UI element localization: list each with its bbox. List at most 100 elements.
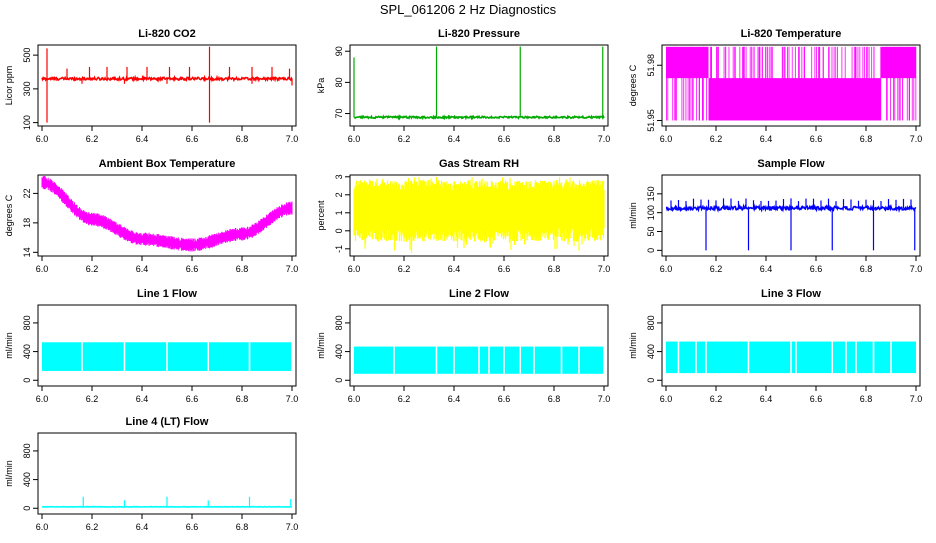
series-sample xyxy=(666,198,916,250)
x-tick-label: 6.8 xyxy=(548,134,561,144)
y-tick-label: 80 xyxy=(334,77,344,87)
x-tick-label: 6.6 xyxy=(186,264,199,274)
chart-title: Sample Flow xyxy=(757,158,825,170)
x-tick-label: 6.2 xyxy=(398,394,411,404)
series-licor_temp xyxy=(666,47,916,121)
x-tick-label: 6.0 xyxy=(348,134,361,144)
y-tick-label: 100 xyxy=(646,205,656,220)
y-axis-label: ml/min xyxy=(628,332,638,359)
x-tick-label: 6.4 xyxy=(136,134,149,144)
chart-title: Gas Stream RH xyxy=(439,158,519,170)
x-tick-label: 6.8 xyxy=(236,522,249,532)
x-tick-label: 6.4 xyxy=(760,134,773,144)
x-tick-label: 6.6 xyxy=(498,264,511,274)
x-tick-label: 6.2 xyxy=(86,394,99,404)
y-axis-label: kPa xyxy=(316,78,326,94)
chart-title: Line 3 Flow xyxy=(761,288,821,300)
x-tick-label: 6.2 xyxy=(710,134,723,144)
y-tick-label: 1 xyxy=(334,210,344,215)
plot-frame xyxy=(350,45,608,126)
y-tick-label: 22 xyxy=(22,188,32,198)
y-tick-label: 400 xyxy=(334,344,344,359)
x-tick-label: 6.8 xyxy=(548,264,561,274)
y-axis-label: ml/min xyxy=(628,202,638,229)
y-tick-label: 51.98 xyxy=(646,54,656,77)
x-tick-label: 7.0 xyxy=(286,522,299,532)
chart-title: Line 4 (LT) Flow xyxy=(126,416,209,428)
x-tick-label: 6.8 xyxy=(236,264,249,274)
x-tick-label: 6.0 xyxy=(660,264,673,274)
x-tick-label: 6.8 xyxy=(548,394,561,404)
x-tick-label: 6.4 xyxy=(136,394,149,404)
series-line4 xyxy=(42,497,292,507)
y-tick-label: 0 xyxy=(334,378,344,383)
x-tick-label: 7.0 xyxy=(598,134,611,144)
chart-title: Line 1 Flow xyxy=(137,288,197,300)
x-tick-label: 6.4 xyxy=(448,264,461,274)
y-tick-label: 150 xyxy=(646,186,656,201)
x-tick-label: 6.4 xyxy=(760,394,773,404)
x-tick-label: 6.4 xyxy=(448,134,461,144)
x-tick-label: 6.4 xyxy=(448,394,461,404)
y-tick-label: 14 xyxy=(22,247,32,257)
series-co2 xyxy=(42,47,292,123)
y-axis-label: Licor ppm xyxy=(4,66,14,106)
y-tick-label: 0 xyxy=(646,378,656,383)
x-tick-label: 6.6 xyxy=(810,394,823,404)
x-tick-label: 6.2 xyxy=(398,264,411,274)
y-tick-label: 400 xyxy=(22,344,32,359)
y-tick-label: 800 xyxy=(22,443,32,458)
series-rh xyxy=(354,177,604,253)
x-tick-label: 7.0 xyxy=(286,134,299,144)
x-tick-label: 6.2 xyxy=(86,264,99,274)
series-line1 xyxy=(42,341,292,372)
x-tick-label: 6.6 xyxy=(186,394,199,404)
series-line2 xyxy=(354,346,604,375)
x-tick-label: 7.0 xyxy=(910,134,923,144)
x-tick-label: 6.2 xyxy=(398,134,411,144)
chart-title: Li-820 Pressure xyxy=(438,28,520,40)
plot-frame xyxy=(38,45,296,126)
y-axis-label: degrees C xyxy=(4,194,14,236)
y-tick-label: 50 xyxy=(646,227,656,237)
y-tick-label: 500 xyxy=(22,48,32,63)
x-tick-label: 6.2 xyxy=(710,394,723,404)
x-tick-label: 7.0 xyxy=(910,394,923,404)
x-tick-label: 7.0 xyxy=(598,394,611,404)
x-tick-label: 6.6 xyxy=(498,134,511,144)
y-tick-label: 800 xyxy=(334,315,344,330)
chart-title: Ambient Box Temperature xyxy=(99,158,236,170)
x-tick-label: 6.0 xyxy=(348,394,361,404)
y-axis-label: percent xyxy=(316,200,326,231)
y-axis-label: ml/min xyxy=(4,332,14,359)
chart-title: Line 2 Flow xyxy=(449,288,509,300)
x-tick-label: 6.0 xyxy=(660,394,673,404)
y-tick-label: 51.95 xyxy=(646,109,656,132)
y-axis-label: degrees C xyxy=(628,64,638,106)
x-tick-label: 7.0 xyxy=(598,264,611,274)
y-tick-label: 90 xyxy=(334,46,344,56)
y-tick-label: 3 xyxy=(334,174,344,179)
x-tick-label: 6.6 xyxy=(186,522,199,532)
x-tick-label: 7.0 xyxy=(910,264,923,274)
x-tick-label: 6.4 xyxy=(760,264,773,274)
x-tick-label: 6.8 xyxy=(860,394,873,404)
y-tick-label: 0 xyxy=(646,248,656,253)
x-tick-label: 6.6 xyxy=(810,134,823,144)
x-tick-label: 6.8 xyxy=(860,134,873,144)
y-tick-label: 0 xyxy=(22,378,32,383)
